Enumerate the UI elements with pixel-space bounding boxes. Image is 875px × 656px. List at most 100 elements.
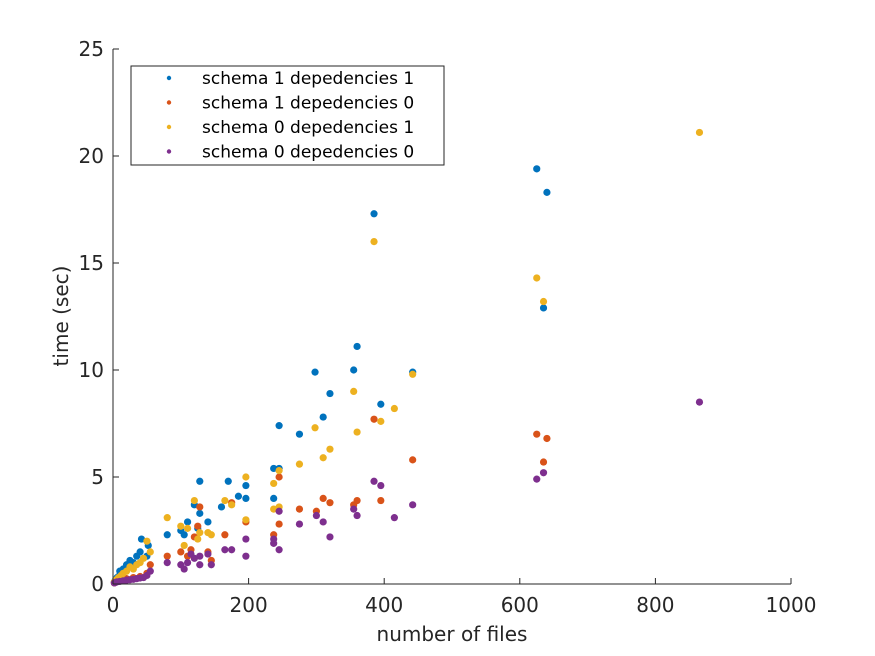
data-point	[353, 511, 361, 520]
data-point	[234, 492, 243, 500]
data-point	[163, 552, 171, 560]
data-point	[221, 531, 229, 539]
data-point	[409, 501, 417, 509]
data-point	[377, 417, 385, 425]
data-point	[539, 469, 548, 477]
legend-marker	[166, 75, 172, 81]
data-point	[350, 505, 358, 513]
data-point	[353, 428, 361, 436]
data-point	[350, 366, 358, 374]
data-point	[275, 422, 283, 430]
data-point	[194, 535, 202, 543]
y-tick-label: 0	[91, 572, 104, 596]
data-point	[295, 460, 304, 468]
data-point	[295, 430, 304, 438]
data-point	[183, 559, 192, 567]
data-point	[353, 496, 361, 505]
legend-marker	[166, 124, 172, 130]
data-point	[275, 546, 283, 554]
data-point	[390, 404, 398, 413]
data-point	[539, 304, 548, 312]
data-point	[377, 400, 385, 408]
legend-marker	[166, 149, 172, 154]
data-point	[196, 503, 204, 511]
data-point	[242, 552, 250, 560]
data-point	[353, 342, 361, 351]
y-tick-label: 15	[79, 251, 104, 275]
data-point	[194, 522, 202, 530]
data-point	[196, 552, 204, 560]
legend-marker	[166, 100, 172, 105]
x-tick-label: 800	[636, 593, 674, 617]
data-point	[242, 481, 250, 490]
data-point	[312, 511, 320, 520]
data-point	[695, 128, 704, 137]
data-point	[311, 424, 319, 432]
y-tick-label: 20	[79, 144, 104, 168]
data-point	[311, 368, 319, 376]
data-point	[228, 546, 236, 554]
data-point	[370, 238, 378, 246]
data-point	[163, 531, 171, 539]
data-point	[270, 505, 278, 513]
data-point	[319, 413, 327, 421]
legend-entry-label: schema 1 depedencies 0	[202, 94, 414, 114]
data-point	[370, 477, 378, 485]
data-point	[242, 535, 250, 543]
data-point	[319, 494, 327, 502]
data-point	[326, 499, 334, 507]
data-point	[275, 466, 283, 475]
data-point	[190, 554, 198, 562]
data-point	[539, 458, 548, 466]
data-point	[207, 561, 215, 569]
legend-entry-label: schema 1 depedencies 1	[202, 69, 414, 89]
data-point	[196, 529, 204, 537]
data-point	[409, 370, 417, 378]
data-point	[204, 518, 212, 526]
data-point	[146, 548, 154, 556]
data-point	[139, 554, 148, 562]
data-point	[319, 518, 327, 526]
data-point	[228, 501, 236, 509]
axes	[112, 49, 791, 585]
data-point	[270, 539, 278, 547]
data-point	[295, 505, 304, 513]
data-point	[163, 559, 171, 567]
data-point	[326, 389, 334, 398]
data-point	[221, 496, 229, 505]
ticks: 0 200 400 600 800 1000 0 5 10 15 20 25	[79, 37, 817, 617]
data-point	[275, 473, 283, 481]
data-point	[242, 494, 250, 502]
data-point	[539, 297, 548, 306]
data-point	[533, 430, 541, 438]
data-point	[242, 516, 250, 524]
data-point	[377, 496, 385, 505]
data-point	[183, 524, 192, 532]
data-point	[275, 520, 283, 528]
data-point	[326, 445, 334, 453]
data-point	[377, 481, 385, 490]
data-point	[533, 475, 541, 483]
data-point	[543, 188, 551, 196]
data-point	[196, 477, 204, 485]
data-point	[183, 518, 192, 526]
data-point	[163, 514, 171, 522]
data-point	[319, 454, 327, 462]
data-point	[146, 567, 154, 575]
x-tick-label: 1000	[766, 593, 817, 617]
data-point	[326, 533, 334, 541]
data-point	[695, 398, 704, 406]
data-point	[270, 494, 278, 502]
data-point	[196, 561, 204, 569]
data-point	[270, 479, 278, 488]
data-point	[190, 496, 198, 505]
data-point	[207, 531, 215, 539]
data-point	[242, 473, 250, 481]
data-point	[177, 548, 185, 556]
series-4	[110, 398, 704, 587]
data-point	[136, 548, 144, 556]
data-point	[143, 537, 151, 545]
data-point	[180, 565, 188, 573]
data-point	[275, 507, 283, 515]
